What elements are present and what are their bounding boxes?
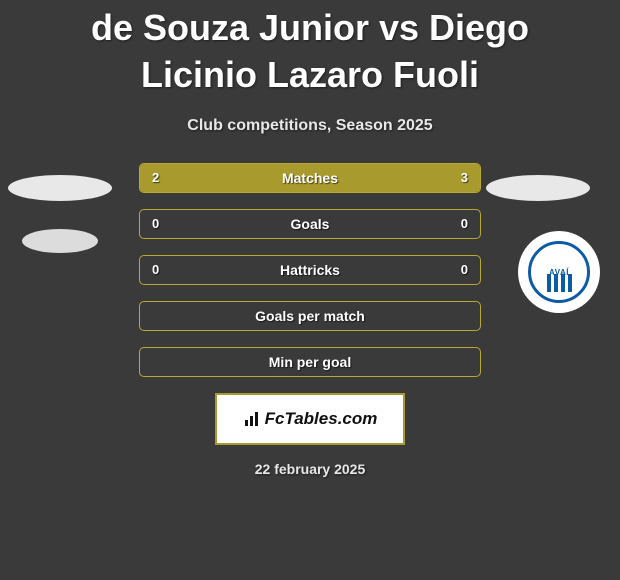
stat-label: Hattricks [140,262,480,278]
stats-container: Matches23Goals00Hattricks00Goals per mat… [0,163,620,377]
stat-row: Goals0 0 [139,209,481,239]
stat-row: Min per goal [139,347,481,377]
stat-value-left: 0 [152,216,159,231]
page-title: de Souza Junior vs Diego Licinio Lazaro … [0,0,620,99]
chart-icon [243,410,261,428]
stat-label: Min per goal [140,354,480,370]
stat-row: Hattricks0 0 [139,255,481,285]
stat-value-left: 2 [152,170,159,185]
footer-brand-text: FcTables.com [265,409,378,429]
footer-brand: FcTables.com [243,409,378,429]
stat-value-left: 0 [152,262,159,277]
stat-value-right: 0 [461,216,468,231]
stat-row: Goals per match [139,301,481,331]
stat-label: Goals per match [140,308,480,324]
stat-row: Matches2 3 [139,163,481,193]
footer-brand-box: FcTables.com [215,393,405,445]
stat-value-right: 3 [461,170,468,185]
stat-value-right: 0 [461,262,468,277]
stat-label: Goals [140,216,480,232]
subtitle: Club competitions, Season 2025 [0,117,620,135]
footer-date: 22 february 2025 [0,461,620,477]
stat-label: Matches [140,170,480,186]
